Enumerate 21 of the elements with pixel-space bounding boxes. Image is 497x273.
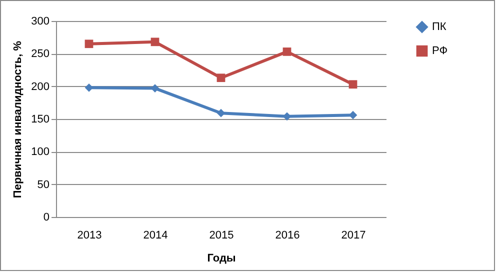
- x-tick-label: 2014: [143, 230, 168, 242]
- y-tick-label: 0: [43, 212, 50, 224]
- y-tick-label: 150: [31, 114, 50, 126]
- legend-label: РФ: [432, 45, 448, 57]
- x-axis-title: Годы: [207, 252, 236, 264]
- y-axis-title: Первичная инвалидность, %: [12, 40, 24, 198]
- point: [282, 48, 292, 56]
- x-tick-label: 2013: [77, 230, 102, 242]
- x-tick-label: 2016: [275, 230, 300, 242]
- point: [150, 38, 160, 46]
- y-tick-label: 200: [31, 80, 50, 93]
- y-tick-label: 100: [31, 146, 50, 158]
- point: [84, 40, 94, 48]
- y-tick-label: 250: [31, 48, 50, 60]
- x-tick-label: 2017: [341, 230, 366, 242]
- y-tick-label: 300: [31, 16, 50, 28]
- x-tick-label: 2015: [209, 230, 234, 242]
- legend-label: ПК: [432, 21, 447, 33]
- point: [216, 74, 226, 82]
- point: [348, 80, 358, 89]
- y-tick-label: 50: [37, 178, 50, 191]
